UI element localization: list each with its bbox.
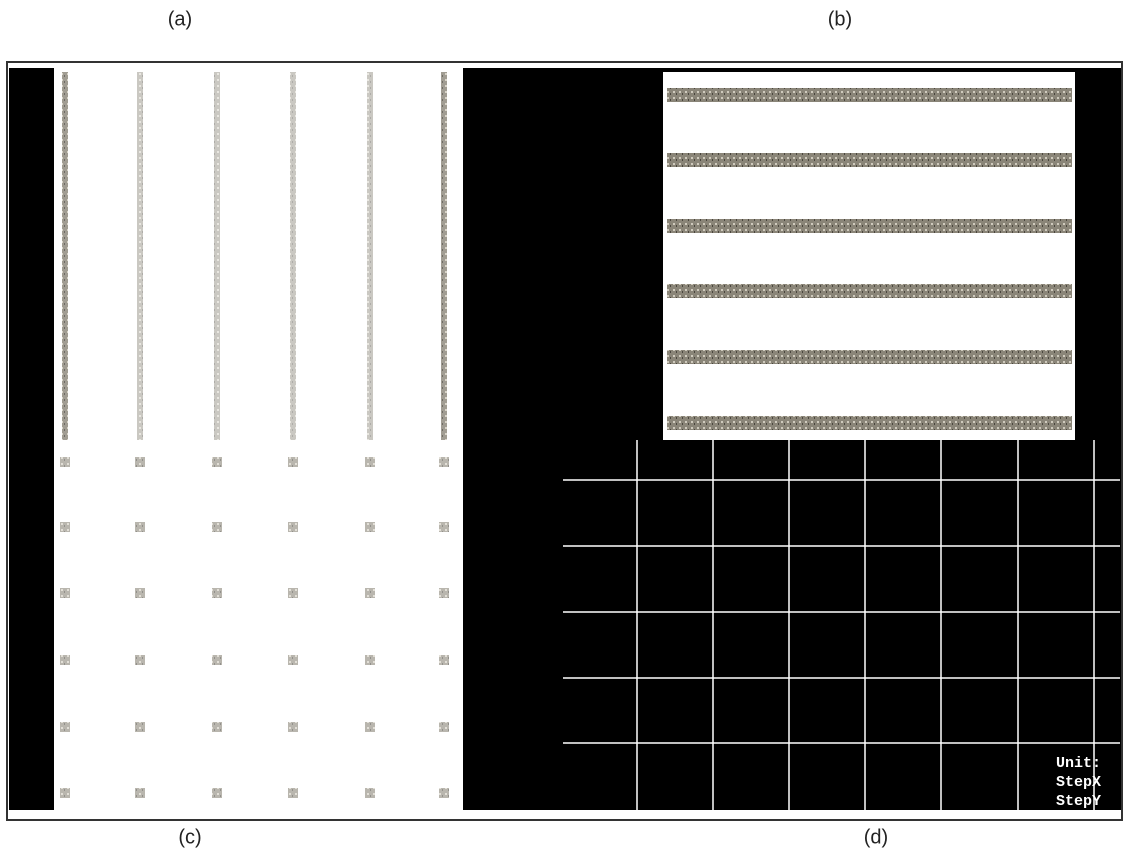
dot <box>439 457 449 467</box>
dot <box>365 457 375 467</box>
dot <box>288 457 298 467</box>
dot <box>365 522 375 532</box>
overlay-text: StepY <box>1056 793 1101 810</box>
dot <box>60 588 70 598</box>
dot <box>439 788 449 798</box>
panel-label: (d) <box>864 826 888 848</box>
left-black-strip <box>9 68 54 810</box>
stripe <box>667 219 1072 233</box>
dot <box>365 722 375 732</box>
dot <box>135 788 145 798</box>
dot <box>212 788 222 798</box>
dot <box>288 655 298 665</box>
dotted-column <box>441 72 447 440</box>
dot <box>439 655 449 665</box>
dot <box>212 588 222 598</box>
dotted-column <box>214 72 220 440</box>
dot <box>288 722 298 732</box>
overlay-text: StepX <box>1056 774 1101 791</box>
dot <box>60 722 70 732</box>
dotted-column <box>290 72 296 440</box>
stripe <box>667 284 1072 298</box>
dot <box>365 788 375 798</box>
dotted-column <box>137 72 143 440</box>
dot <box>60 522 70 532</box>
panel-label: (c) <box>178 826 201 848</box>
dot <box>288 522 298 532</box>
stripe <box>667 350 1072 364</box>
dot <box>60 457 70 467</box>
dot <box>212 457 222 467</box>
dot <box>288 788 298 798</box>
dot <box>60 655 70 665</box>
dot <box>439 588 449 598</box>
dot <box>135 655 145 665</box>
dot <box>365 588 375 598</box>
dot <box>288 588 298 598</box>
dotted-column <box>367 72 373 440</box>
stripe <box>667 153 1072 167</box>
dot <box>60 788 70 798</box>
panel-label: (b) <box>828 8 852 30</box>
stripe <box>667 416 1072 430</box>
dot <box>135 457 145 467</box>
dot <box>135 722 145 732</box>
dot <box>439 722 449 732</box>
stripe <box>667 88 1072 102</box>
dot <box>212 722 222 732</box>
overlay-text: Unit: <box>1056 755 1101 772</box>
dot <box>212 522 222 532</box>
dot <box>135 522 145 532</box>
dot <box>212 655 222 665</box>
dotted-column <box>62 72 68 440</box>
stripe-inset <box>663 72 1075 440</box>
figure: (a) (b) (c) (d) Unit: StepX StepY <box>0 0 1129 857</box>
dot <box>135 588 145 598</box>
panel-label: (a) <box>168 8 192 30</box>
dot <box>439 522 449 532</box>
dot <box>365 655 375 665</box>
